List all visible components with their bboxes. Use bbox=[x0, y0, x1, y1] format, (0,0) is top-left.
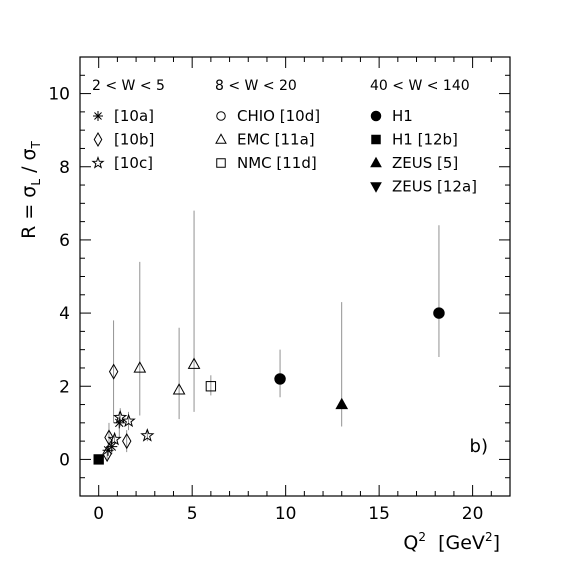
legend-label: H1 bbox=[392, 107, 413, 125]
marker-shape bbox=[205, 381, 217, 392]
marker-shape bbox=[121, 413, 136, 428]
marker-shape bbox=[91, 155, 105, 169]
data-point bbox=[113, 409, 128, 424]
y-tick-label: 2 bbox=[59, 377, 70, 397]
legend-label: ZEUS [5] bbox=[392, 154, 458, 172]
marker-shape bbox=[370, 182, 382, 193]
marker-shape bbox=[216, 158, 226, 168]
legend-symbol bbox=[216, 158, 226, 168]
marker-shape bbox=[104, 429, 114, 446]
legend-label: [10b] bbox=[114, 131, 154, 149]
marker-shape bbox=[335, 397, 349, 410]
marker-shape bbox=[133, 361, 147, 373]
marker-shape bbox=[93, 454, 104, 465]
y-tick-label: 10 bbox=[48, 85, 70, 105]
data-point bbox=[102, 445, 112, 463]
legend-label: ZEUS [12a] bbox=[392, 178, 477, 196]
x-tick-label: 20 bbox=[462, 504, 484, 524]
data-point bbox=[172, 383, 186, 395]
legend-symbol bbox=[370, 110, 382, 122]
legend-symbol bbox=[93, 111, 103, 121]
marker-shape bbox=[215, 133, 227, 144]
marker-shape bbox=[370, 110, 382, 122]
marker-shape bbox=[187, 357, 201, 369]
x-tick-label: 10 bbox=[275, 504, 297, 524]
axes: 0 5 10 15 20 0 2 4 6 8 10 bbox=[48, 56, 511, 524]
legend-label: EMC [11a] bbox=[237, 131, 315, 149]
legend-symbol bbox=[370, 156, 382, 168]
y-tick-label: 8 bbox=[59, 158, 70, 178]
data-point bbox=[187, 357, 201, 369]
x-axis-label: Q2 [GeV2] bbox=[403, 530, 500, 554]
panel-label: b) bbox=[470, 436, 488, 457]
data-point bbox=[274, 373, 286, 385]
legend-symbol bbox=[216, 111, 226, 121]
data-point bbox=[121, 413, 136, 428]
data-point bbox=[205, 381, 217, 392]
y-tick-label: 6 bbox=[59, 231, 70, 251]
y-tick-label: 0 bbox=[59, 450, 70, 470]
data-point bbox=[93, 454, 104, 465]
marker-shape bbox=[216, 111, 226, 121]
legend-header: 2 < W < 5 bbox=[92, 78, 165, 94]
marker-shape bbox=[172, 383, 186, 395]
legend-label: [10a] bbox=[114, 107, 154, 125]
data-point bbox=[108, 363, 119, 380]
marker-stroke bbox=[115, 418, 124, 428]
marker-shape bbox=[113, 409, 128, 424]
legend: 2 < W < 5 [10a] [10b] [10c] 8 < W < 20 CHIO [… bbox=[91, 78, 477, 196]
x-tick-label: 15 bbox=[368, 504, 390, 524]
data-point bbox=[104, 429, 114, 446]
x-tick-label: 5 bbox=[187, 504, 198, 524]
x-tick-label: 0 bbox=[93, 504, 104, 524]
y-tick-label: 4 bbox=[59, 304, 70, 324]
y-axis-label: R = σL / σT bbox=[18, 140, 43, 238]
legend-label: H1 [12b] bbox=[392, 131, 458, 149]
data-point bbox=[140, 428, 155, 442]
data-point bbox=[107, 431, 122, 446]
legend-symbol bbox=[93, 131, 103, 148]
marker-shape bbox=[93, 131, 103, 148]
marker-shape bbox=[371, 134, 381, 145]
marker-shape bbox=[140, 428, 155, 442]
legend-symbol bbox=[215, 133, 227, 144]
marker-stroke bbox=[107, 442, 117, 451]
marker-shape bbox=[102, 445, 112, 463]
marker-shape bbox=[108, 363, 119, 380]
legend-header: 40 < W < 140 bbox=[370, 78, 470, 94]
marker-stroke bbox=[94, 112, 102, 120]
legend-symbol bbox=[370, 182, 382, 193]
marker-shape bbox=[433, 307, 445, 319]
legend-header: 8 < W < 20 bbox=[215, 78, 297, 94]
marker-shape bbox=[107, 431, 122, 446]
data-point bbox=[122, 432, 132, 450]
marker-shape bbox=[274, 373, 286, 385]
data-point bbox=[133, 361, 147, 373]
legend-symbol bbox=[91, 155, 105, 169]
marker-shape bbox=[122, 432, 132, 450]
legend-symbol bbox=[371, 134, 381, 145]
data-point bbox=[433, 307, 445, 319]
legend-label: CHIO [10d] bbox=[237, 107, 320, 125]
legend-label: [10c] bbox=[114, 154, 153, 172]
data-point bbox=[335, 397, 349, 410]
error-bars bbox=[98, 210, 440, 464]
data-markers bbox=[93, 307, 445, 465]
legend-label: NMC [11d] bbox=[237, 154, 317, 172]
marker-shape bbox=[370, 156, 382, 168]
